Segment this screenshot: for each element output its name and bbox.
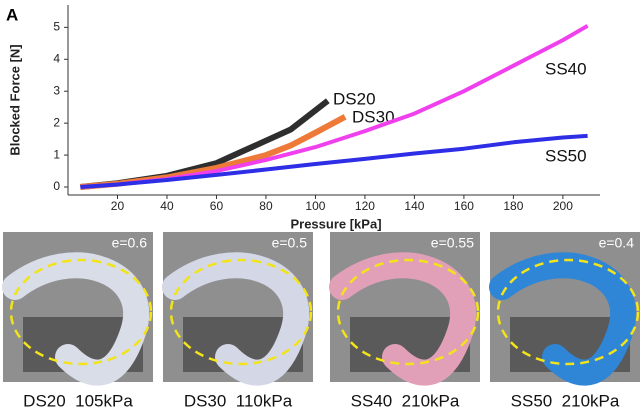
x-tick-label: 60: [210, 199, 224, 213]
photo-annotation: e=0.5: [272, 235, 308, 251]
panel-label: A: [6, 5, 18, 24]
actuator: [489, 252, 636, 386]
photo: e=0.55 SS40 210kPa: [329, 232, 480, 410]
photo-caption: SS40 210kPa: [351, 391, 460, 410]
series-label: SS50: [545, 146, 587, 165]
photo-annotation: e=0.4: [599, 235, 635, 251]
data-line: [80, 133, 588, 189]
y-tick-label: 4: [53, 51, 60, 65]
series-label: SS40: [545, 59, 587, 78]
y-tick-label: 2: [53, 115, 60, 129]
series-label: DS20: [333, 89, 376, 108]
actuator: [329, 252, 476, 386]
x-tick-label: 40: [160, 199, 174, 213]
y-tick-label: 1: [53, 147, 60, 161]
y-tick-label: 3: [53, 83, 60, 97]
fit-ellipse: [9, 258, 153, 366]
x-tick-label: 160: [454, 199, 474, 213]
photo: e=0.4 SS50 210kPa: [489, 232, 640, 410]
y-tick-label: 5: [53, 20, 60, 34]
actuator: [2, 252, 149, 386]
photo-caption: SS50 210kPa: [511, 391, 620, 410]
actuator: [162, 252, 309, 386]
fit-ellipse: [336, 258, 480, 366]
fit-ellipse: [496, 258, 640, 366]
series-label: DS30: [352, 107, 395, 126]
x-tick-label: 80: [259, 199, 273, 213]
y-axis-title: Blocked Force [N]: [7, 44, 22, 155]
y-tick-label: 0: [53, 179, 60, 193]
photo-annotation: e=0.6: [112, 235, 148, 251]
photo: e=0.5 DS30 110kPa: [162, 232, 313, 410]
photo-annotation: e=0.55: [431, 235, 474, 251]
x-tick-label: 20: [111, 199, 125, 213]
photo: e=0.6 DS20 105kPa: [2, 232, 153, 410]
x-tick-label: 140: [404, 199, 424, 213]
photo-caption: DS30 110kPa: [184, 391, 293, 410]
photo-caption: DS20 105kPa: [23, 391, 133, 410]
x-tick-label: 200: [553, 199, 573, 213]
x-tick-label: 180: [503, 199, 523, 213]
fit-ellipse: [169, 258, 313, 366]
x-axis-title: Pressure [kPa]: [290, 216, 381, 231]
x-tick-label: 120: [355, 199, 375, 213]
x-tick-label: 100: [305, 199, 325, 213]
